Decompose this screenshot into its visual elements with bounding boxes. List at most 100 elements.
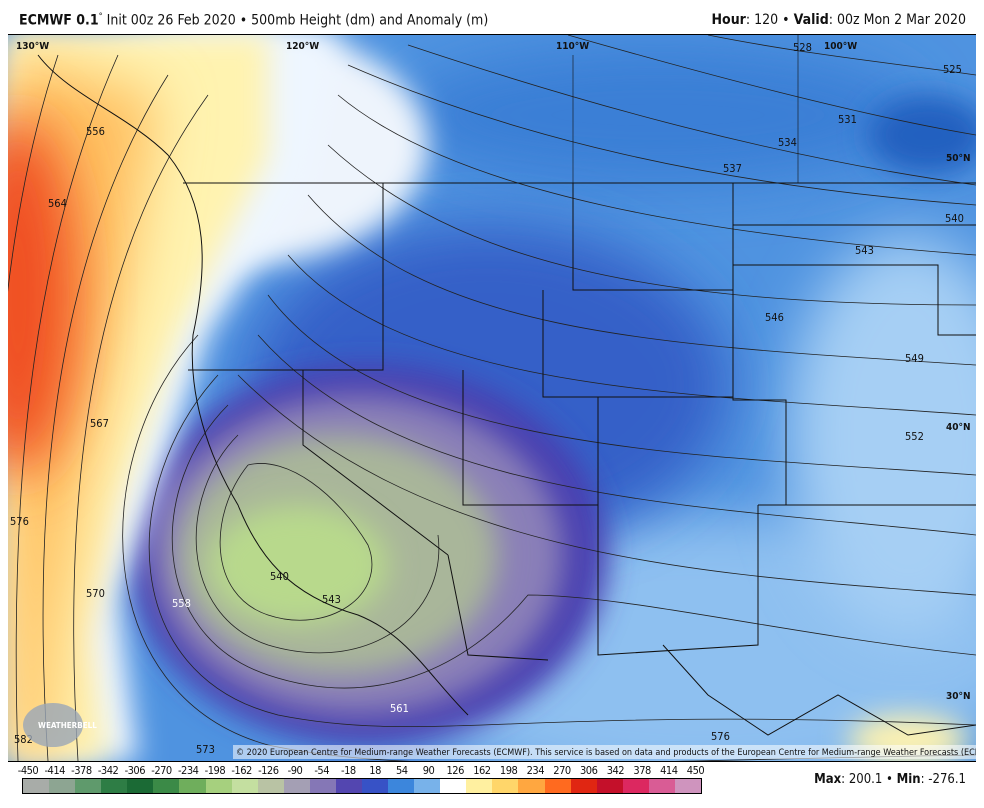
weather-map: 130°W 120°W 110°W 100°W 50°N 40°N 30°N 5… — [8, 34, 976, 762]
contour-label: 543 — [855, 244, 874, 257]
contour-label: 564 — [48, 197, 67, 210]
colorbar-swatch — [283, 779, 310, 793]
colorbar-tick: -306 — [124, 764, 146, 777]
contour-line — [327, 144, 976, 306]
colorbar-tick: 414 — [660, 764, 678, 777]
product-name: 500mb Height (dm) and Anomaly (m) — [251, 12, 489, 29]
lon-label: 110°W — [556, 41, 589, 52]
colorbar-swatch — [101, 779, 128, 793]
colorbar-swatch — [440, 779, 467, 793]
colorbar-swatch — [205, 779, 232, 793]
colorbar-tick: 54 — [396, 764, 408, 777]
colorbar-tick: 234 — [526, 764, 545, 777]
contour-line — [148, 374, 976, 728]
colorbar-tick: -198 — [204, 764, 226, 777]
colorbar-tick: 18 — [369, 764, 381, 777]
contour-label: 570 — [86, 587, 105, 600]
colorbar-tick: -270 — [151, 764, 172, 777]
valid-value: : 00z Mon 2 Mar 2020 — [828, 12, 966, 28]
colorbar-swatch — [622, 779, 649, 793]
contour-label: 543 — [322, 593, 341, 606]
contour-line — [257, 334, 976, 536]
hour-value: : 120 — [745, 12, 779, 28]
contour-line — [15, 54, 119, 761]
contour-label: 567 — [90, 417, 109, 430]
colorbar-tick: 342 — [606, 764, 625, 777]
colorbar-tick: 450 — [686, 764, 705, 777]
contour-label: 556 — [86, 125, 105, 138]
valid-info: Hour: 120 • Valid: 00z Mon 2 Mar 2020 — [712, 12, 967, 28]
contour-label: 525 — [943, 63, 962, 76]
contour-line — [267, 294, 976, 476]
lon-label: 100°W — [824, 41, 857, 52]
max-min-stats: Max: 200.1 • Min: -276.1 — [814, 772, 966, 787]
colorbar-swatch — [674, 779, 702, 793]
svg-text:WEATHERBELL: WEATHERBELL — [38, 721, 97, 730]
contour-line — [195, 434, 440, 654]
lon-label: 130°W — [16, 41, 49, 52]
colorbar-tick: -90 — [287, 764, 303, 777]
hour-label: Hour — [711, 12, 746, 28]
colorbar-swatch — [596, 779, 623, 793]
colorbar-swatch — [257, 779, 284, 793]
colorbar-tick: -162 — [231, 764, 252, 777]
colorbar-tick: -126 — [258, 764, 279, 777]
colorbar-swatch — [466, 779, 493, 793]
colorbar-swatch — [153, 779, 180, 793]
colorbar-swatch — [23, 779, 50, 793]
contour-label: 576 — [10, 515, 29, 528]
contour-line — [347, 64, 976, 206]
colorbar-tick: 270 — [553, 764, 571, 777]
colorbar-swatch — [388, 779, 415, 793]
contour-label: 549 — [905, 352, 924, 365]
contour-line — [219, 463, 373, 621]
contour-line — [171, 404, 976, 689]
colorbar-tick: -54 — [314, 764, 330, 777]
contour-line — [73, 94, 209, 761]
colorbar-tick: -450 — [17, 764, 39, 777]
colorbar-swatch — [544, 779, 571, 793]
lat-label: 30°N — [946, 691, 971, 702]
colorbar-tick: -18 — [341, 764, 356, 777]
colorbar-tick: 306 — [579, 764, 598, 777]
colorbar-swatch — [362, 779, 389, 793]
colorbar-swatch — [570, 779, 597, 793]
contour-label: 540 — [945, 212, 964, 225]
lat-label: 40°N — [946, 422, 971, 433]
valid-label: Valid — [793, 12, 829, 28]
lat-label: 50°N — [946, 153, 971, 164]
contour-labels: 525 528 531 534 537 540 543 546 549 552 556 564 567 5… — [10, 41, 964, 756]
colorbar-tick: 378 — [633, 764, 651, 777]
max-value: : 200.1 — [841, 772, 883, 787]
contour-line — [567, 35, 976, 136]
colorbar-swatch — [309, 779, 336, 793]
contour-line — [337, 94, 976, 256]
contour-label: 576 — [711, 730, 730, 743]
colorbar-swatch — [127, 779, 154, 793]
lat-labels: 50°N 40°N 30°N — [946, 153, 971, 702]
contour-label: 573 — [196, 743, 215, 756]
contour-label: 537 — [723, 162, 742, 175]
min-value: : -276.1 — [920, 772, 966, 787]
separator: • — [782, 12, 790, 28]
contour-line — [237, 374, 976, 596]
colorbar — [22, 778, 702, 794]
contour-line — [407, 44, 976, 186]
contour-label: 531 — [838, 113, 857, 126]
contour-label: 534 — [778, 136, 797, 149]
lon-labels: 130°W 120°W 110°W 100°W — [16, 41, 857, 52]
contour-label: 528 — [793, 41, 812, 54]
contour-label: 558 — [172, 597, 191, 610]
weatherbell-logo: WEATHERBELL — [23, 703, 97, 747]
colorbar-swatch — [492, 779, 519, 793]
copyright-notice: © 2020 European Centre for Medium-range … — [236, 748, 976, 758]
colorbar-tick: -342 — [97, 764, 119, 777]
contour-label: 540 — [270, 570, 289, 583]
colorbar-tick: -234 — [177, 764, 199, 777]
contour-label: 546 — [765, 311, 784, 324]
colorbar-swatch — [49, 779, 76, 793]
colorbar-tick: 198 — [499, 764, 518, 777]
model-name: ECMWF 0.1 — [19, 12, 99, 29]
max-label: Max — [814, 772, 842, 787]
degree-symbol: ° — [98, 12, 103, 22]
